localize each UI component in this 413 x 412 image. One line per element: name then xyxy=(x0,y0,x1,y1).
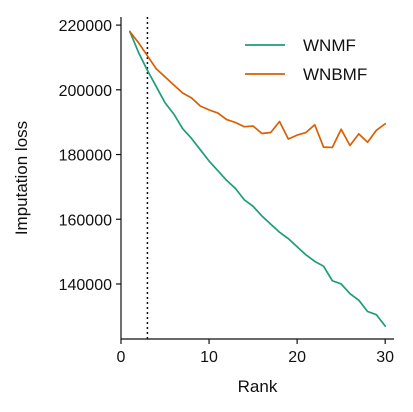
x-tick-label: 10 xyxy=(200,349,218,366)
y-tick-label: 160000 xyxy=(59,212,112,229)
series-line-wnmf xyxy=(128,30,387,327)
x-tick-label: 0 xyxy=(117,349,126,366)
x-tick-label: 20 xyxy=(288,349,306,366)
y-tick-label: 200000 xyxy=(59,83,112,100)
y-tick-label: 140000 xyxy=(59,277,112,294)
y-axis-title: Imputation loss xyxy=(12,121,31,235)
legend: WNMF WNBMF xyxy=(245,36,367,84)
y-tick-label: 220000 xyxy=(59,18,112,35)
x-tick-label: 30 xyxy=(376,349,394,366)
legend-label-wnmf: WNMF xyxy=(303,36,356,55)
legend-label-wnbmf: WNBMF xyxy=(303,65,367,84)
series-layer xyxy=(128,17,387,339)
series-line-wnbmf xyxy=(128,30,387,149)
x-axis-title: Rank xyxy=(238,377,278,396)
axes-layer: 0 10 20 30 140000 160000 180000 200000 220000 xyxy=(59,17,394,366)
y-tick-label: 180000 xyxy=(59,148,112,165)
